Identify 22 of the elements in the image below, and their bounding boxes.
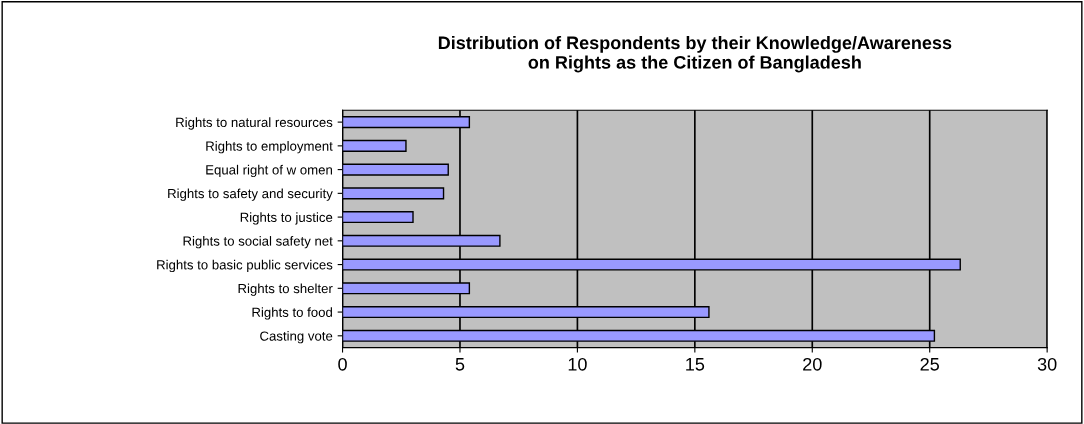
bar [342,139,407,152]
y-tick-label: Rights to food [252,307,332,320]
y-tick-label: Rights to basic public services [157,259,333,273]
y-tick-label: Rights to justice [240,212,333,225]
x-tick-label: 25 [920,357,939,371]
y-tick-label: Rights to natural resources [176,117,333,130]
chart-title: Distribution of Respondents by their Knowledge/Awareness on Rights as the Citizen of Bangladesh [438,35,952,73]
bar [342,163,449,176]
x-tick-label: 0 [338,357,347,371]
bar [342,187,445,200]
x-tick-label: 15 [686,358,705,371]
x-tick-label: 30 [1037,357,1057,371]
x-tick-label: 5 [455,358,465,371]
y-tick-label: Rights to safety and security [168,188,333,201]
y-tick-label: Rights to social safety net [183,236,333,249]
y-tick-label: Rights to employment [206,141,333,154]
y-tick-label: Rights to shelter [238,283,333,296]
y-tick-label: Equal right of w omen [206,164,332,178]
bar [342,211,414,224]
x-tick-label: 10 [568,357,587,371]
x-tick-label: 20 [803,357,822,371]
y-tick-label: Casting vote [260,331,333,344]
